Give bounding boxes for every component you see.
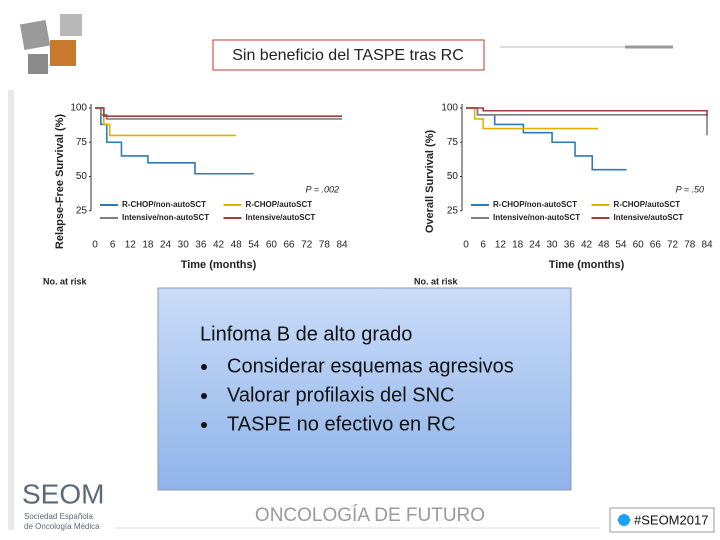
bullet-list: Considerar esquemas agresivos Valorar pro… xyxy=(201,355,514,435)
legend-label: R-CHOP/non-autoSCT xyxy=(122,200,206,209)
box-heading: Linfoma B de alto grado xyxy=(200,323,412,345)
footer-society: de Oncología Médica xyxy=(24,522,100,531)
text-box xyxy=(157,287,572,491)
x-tick-label: 18 xyxy=(142,240,154,251)
bullet-dot xyxy=(201,422,207,428)
x-tick-label: 60 xyxy=(266,240,278,251)
footer-hashtag: #SEOM2017 xyxy=(634,512,708,527)
x-axis-label: Time (months) xyxy=(549,259,625,271)
risk-label: No. at risk xyxy=(414,276,459,286)
footer-society: Sociedad Española xyxy=(24,512,93,521)
legend-label: Intensive/autoSCT xyxy=(246,213,316,222)
footer-tagline: ONCOLOGÍA DE FUTURO xyxy=(255,505,485,526)
survival-curve xyxy=(466,107,708,136)
x-tick-label: 42 xyxy=(581,240,593,251)
slide-title: Sin beneficio del TASPE tras RC xyxy=(232,47,464,64)
y-tick-label: 75 xyxy=(76,137,88,148)
x-tick-label: 24 xyxy=(529,240,541,251)
survival-curve xyxy=(466,107,627,171)
x-tick-label: 18 xyxy=(512,240,524,251)
twitter-icon xyxy=(618,514,630,526)
x-tick-label: 30 xyxy=(547,240,559,251)
bullet-text: Considerar esquemas agresivos xyxy=(227,355,514,377)
bullet-text: Valorar profilaxis del SNC xyxy=(227,384,455,406)
bullet-dot xyxy=(201,364,207,370)
x-tick-label: 42 xyxy=(213,240,225,251)
x-tick-label: 84 xyxy=(701,240,713,251)
annotation: P = .002 xyxy=(306,184,339,194)
bullet-text: TASPE no efectivo en RC xyxy=(227,413,456,435)
x-tick-label: 0 xyxy=(463,240,469,251)
x-tick-label: 66 xyxy=(650,240,662,251)
legend-label: Intensive/non-autoSCT xyxy=(493,213,580,222)
y-tick-label: 50 xyxy=(447,171,459,182)
x-tick-label: 60 xyxy=(633,240,645,251)
legend-label: R-CHOP/non-autoSCT xyxy=(493,200,577,209)
risk-label: No. at risk xyxy=(43,276,88,286)
x-tick-label: 36 xyxy=(564,240,576,251)
x-tick-label: 72 xyxy=(667,240,679,251)
x-tick-label: 66 xyxy=(284,240,296,251)
x-tick-label: 48 xyxy=(598,240,610,251)
logo xyxy=(19,14,82,74)
side-strip xyxy=(8,90,14,530)
bullet-dot xyxy=(201,393,207,399)
x-tick-label: 72 xyxy=(301,240,313,251)
x-tick-label: 12 xyxy=(125,240,137,251)
x-axis-label: Time (months) xyxy=(181,259,257,271)
x-tick-label: 54 xyxy=(248,240,260,251)
annotation: P = .50 xyxy=(676,184,704,194)
x-tick-label: 36 xyxy=(195,240,207,251)
y-tick-label: 25 xyxy=(447,205,459,216)
y-tick-label: 75 xyxy=(447,137,459,148)
x-tick-label: 6 xyxy=(110,240,116,251)
y-axis-label: Relapse-Free Survival (%) xyxy=(54,114,66,249)
x-tick-label: 30 xyxy=(178,240,190,251)
footer-logo: SEOM xyxy=(22,478,104,509)
x-tick-label: 24 xyxy=(160,240,172,251)
y-tick-label: 100 xyxy=(70,103,87,114)
y-axis-label: Overall Survival (%) xyxy=(424,130,436,234)
survival-curve xyxy=(95,107,254,175)
legend-label: Intensive/non-autoSCT xyxy=(122,213,209,222)
legend-label: R-CHOP/autoSCT xyxy=(246,200,313,209)
y-tick-label: 50 xyxy=(76,171,88,182)
survival-curve xyxy=(466,107,708,117)
survival-curve xyxy=(95,107,342,120)
x-tick-label: 12 xyxy=(495,240,507,251)
legend-label: R-CHOP/autoSCT xyxy=(614,200,681,209)
x-tick-label: 78 xyxy=(319,240,331,251)
x-tick-label: 6 xyxy=(480,240,486,251)
y-tick-label: 100 xyxy=(441,103,458,114)
y-tick-label: 25 xyxy=(76,205,88,216)
survival-curve xyxy=(95,107,342,118)
legend-label: Intensive/autoSCT xyxy=(614,213,684,222)
x-tick-label: 84 xyxy=(336,240,348,251)
survival-curve xyxy=(95,107,237,137)
x-tick-label: 54 xyxy=(615,240,627,251)
x-tick-label: 48 xyxy=(231,240,243,251)
title-box xyxy=(212,39,485,71)
x-tick-label: 78 xyxy=(684,240,696,251)
x-tick-label: 0 xyxy=(92,240,98,251)
